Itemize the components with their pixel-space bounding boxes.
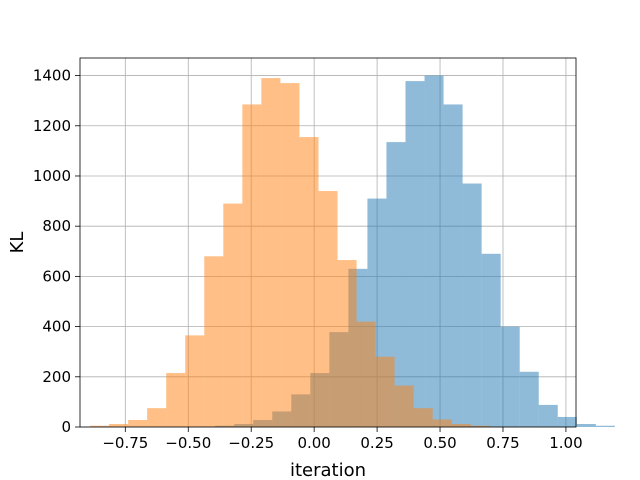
y-tick-label: 600 <box>42 267 71 285</box>
y-tick-label: 0 <box>61 418 71 436</box>
histogram-bar <box>375 356 395 427</box>
x-tick-label: 0.50 <box>423 434 456 452</box>
x-tick-label: 1.00 <box>549 434 582 452</box>
x-tick-label: −0.75 <box>102 434 148 452</box>
histogram-bar <box>462 183 482 427</box>
histogram-bar <box>481 253 501 427</box>
series-1 <box>90 78 547 428</box>
histogram-bar <box>337 260 357 427</box>
y-tick-label: 1400 <box>33 67 71 85</box>
x-tick-label: 0.00 <box>297 434 330 452</box>
y-tick-label: 200 <box>42 368 71 386</box>
histogram-bar <box>356 321 376 427</box>
x-tick-label: 0.75 <box>486 434 519 452</box>
histogram-bar <box>90 425 110 427</box>
histogram-bar <box>261 78 281 427</box>
histogram-bar <box>413 408 433 427</box>
histogram-bar <box>109 423 129 427</box>
histogram-bar <box>166 373 186 427</box>
y-axis-label: KL <box>7 232 28 254</box>
histogram-bar <box>223 203 243 427</box>
y-tick-label: 1200 <box>33 117 71 135</box>
histogram-bars <box>90 75 615 428</box>
histogram-bar <box>185 335 205 427</box>
histogram-bar <box>147 408 167 427</box>
histogram-bar <box>424 75 444 428</box>
x-tick-label: −0.50 <box>165 434 211 452</box>
y-tick-label: 800 <box>42 217 71 235</box>
histogram-bar <box>557 416 577 427</box>
histogram-bar <box>299 137 319 428</box>
histogram-bar <box>204 256 224 427</box>
histogram-bar <box>443 104 463 427</box>
histogram-bar <box>394 385 414 427</box>
histogram-bar <box>405 81 425 428</box>
y-tick-label: 400 <box>42 318 71 336</box>
histogram-bar <box>538 404 558 427</box>
y-tick-label: 1000 <box>33 167 71 185</box>
histogram-bar <box>128 419 148 427</box>
histogram-bar <box>386 142 406 427</box>
x-tick-label: 0.25 <box>360 434 393 452</box>
x-tick-label: −0.25 <box>228 434 274 452</box>
histogram-bar <box>595 425 615 427</box>
histogram-bar <box>432 419 452 427</box>
histogram-bar <box>242 104 262 427</box>
histogram-bar <box>519 371 539 427</box>
x-axis-label: iteration <box>290 460 366 480</box>
histogram-bar <box>576 423 596 427</box>
histogram-bar <box>451 423 471 427</box>
plot-frame <box>79 57 577 428</box>
axis-ticks: −0.75 −0.50 −0.25 0.00 0.25 0.50 0.75 1.00 0 200 4… <box>33 67 583 452</box>
histogram-bar <box>280 83 300 427</box>
histogram-bar <box>470 425 490 427</box>
histogram-bar <box>500 326 520 427</box>
histogram-bar <box>318 191 338 427</box>
